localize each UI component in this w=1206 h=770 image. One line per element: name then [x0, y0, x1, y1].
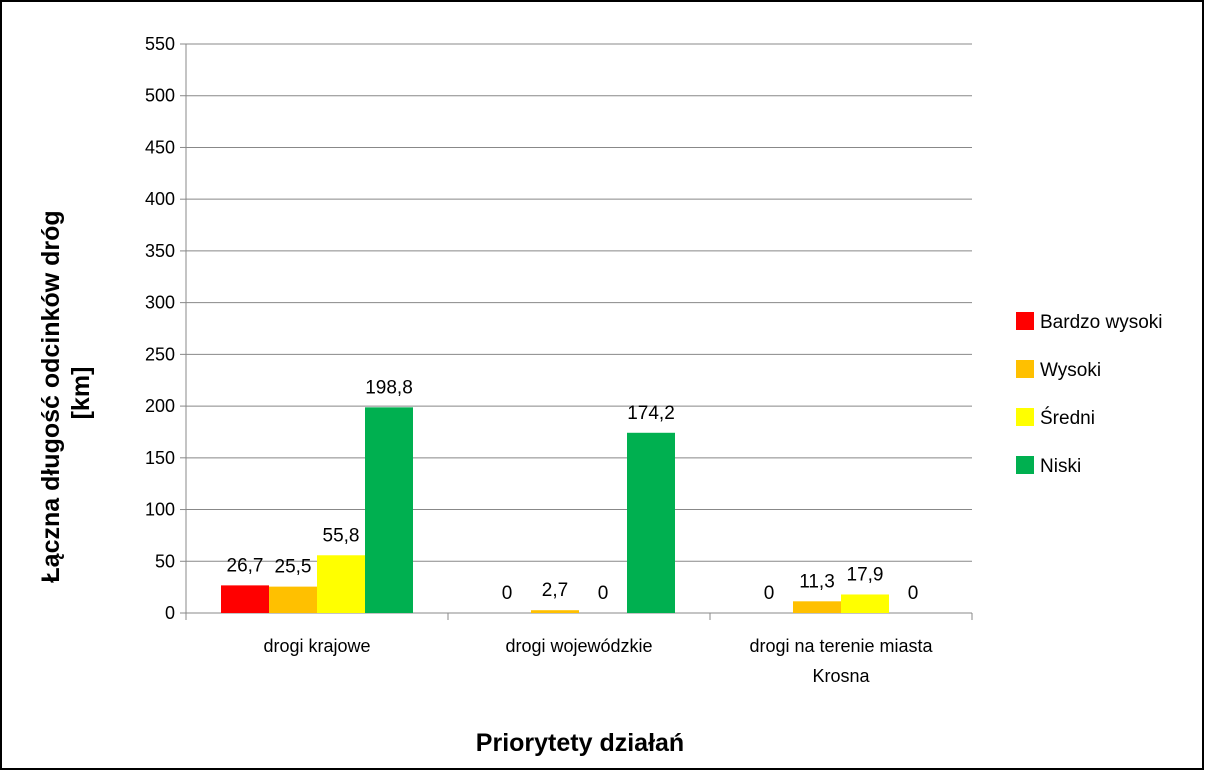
legend-label: Niski	[1040, 456, 1081, 477]
data-label: 198,8	[365, 377, 413, 398]
x-tick-label: drogi wojewódzkie	[505, 636, 652, 656]
bar	[627, 432, 675, 613]
data-label: 0	[908, 583, 919, 604]
y-tick-label: 100	[145, 500, 175, 520]
bar	[221, 585, 269, 613]
x-tick-labels: drogi krajowe drogi wojewódzkie drogi na t…	[263, 636, 933, 686]
y-axis-title: Łączna długość odcinków dróg [km]	[37, 203, 95, 582]
y-tick-label: 200	[145, 396, 175, 416]
data-label: 0	[502, 583, 513, 604]
data-label: 25,5	[275, 557, 312, 578]
y-tick-label: 150	[145, 448, 175, 468]
data-labels: 26,7 0 0 25,5 2,7 11,3 55,8 0 17,9 198,8 174,2 0	[227, 377, 919, 604]
y-tick-labels: 0 50 100 150 200 250 300 350 400 450 500 550	[145, 34, 175, 623]
y-tick-label: 250	[145, 344, 175, 364]
x-tick-label: drogi na terenie miasta	[749, 636, 933, 656]
data-label: 11,3	[799, 571, 835, 592]
y-axis-title-line-2: [km]	[67, 367, 95, 420]
y-tick-label: 300	[145, 293, 175, 313]
bars	[221, 407, 889, 613]
bar	[531, 610, 579, 613]
legend-swatch	[1016, 408, 1034, 426]
data-label: 0	[764, 583, 775, 604]
legend-label: Bardzo wysoki	[1040, 312, 1163, 333]
y-tick-label: 400	[145, 189, 175, 209]
y-tick-label: 350	[145, 241, 175, 261]
legend: Bardzo wysoki Wysoki Średni Niski	[1016, 312, 1163, 477]
bar	[793, 601, 841, 613]
y-tick-label: 0	[165, 603, 175, 623]
x-tick-label: Krosna	[812, 666, 870, 686]
y-tick-label: 50	[155, 551, 175, 571]
bar	[269, 586, 317, 613]
y-tick-label: 550	[145, 34, 175, 54]
data-label: 17,9	[847, 564, 884, 585]
bar	[365, 407, 413, 613]
gridlines	[186, 43, 972, 562]
bar	[317, 555, 365, 613]
legend-label: Średni	[1040, 407, 1095, 429]
x-tick-label: drogi krajowe	[263, 636, 370, 656]
y-tick-label: 500	[145, 86, 175, 106]
legend-label: Wysoki	[1040, 360, 1101, 381]
data-label: 2,7	[542, 580, 568, 601]
legend-swatch	[1016, 312, 1034, 330]
y-tick-label: 450	[145, 137, 175, 157]
data-label: 26,7	[227, 555, 264, 576]
data-label: 0	[598, 583, 609, 604]
bar	[841, 594, 889, 613]
axes	[180, 43, 973, 620]
y-axis-title-line-1: Łączna długość odcinków dróg	[37, 210, 65, 582]
data-label: 55,8	[323, 525, 360, 546]
x-axis-title: Priorytety działań	[476, 729, 684, 757]
legend-swatch	[1016, 456, 1034, 474]
data-label: 174,2	[627, 403, 675, 424]
legend-swatch	[1016, 360, 1034, 378]
